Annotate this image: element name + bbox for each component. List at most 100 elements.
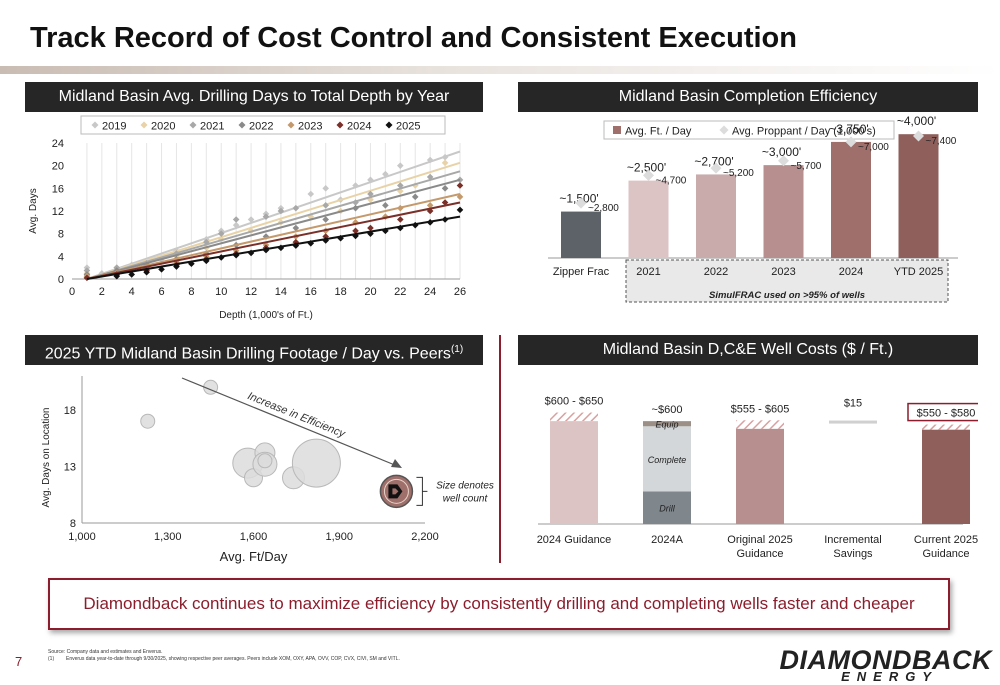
bar-value-label: ~3,750' — [829, 122, 868, 136]
range-hatch — [736, 420, 784, 429]
panel-header-peers-text: 2025 YTD Midland Basin Drilling Footage … — [44, 345, 451, 363]
bar-value-label: $15 — [844, 398, 862, 410]
bar-value-label: $555 - $605 — [731, 403, 790, 415]
data-point — [397, 182, 404, 189]
y-axis-title: Avg. Days — [28, 188, 39, 233]
proppant-marker — [643, 169, 654, 181]
trendline — [86, 178, 461, 280]
bar — [898, 134, 939, 258]
legend-marker — [238, 121, 246, 129]
y-tick-label: 8 — [70, 518, 76, 530]
bar-value-label: ~2,700' — [694, 154, 733, 168]
y-tick-label: 18 — [64, 405, 76, 417]
x-tick-label: 24 — [424, 286, 436, 298]
x-tick-label: 2 — [99, 286, 105, 298]
proppant-label: ~2,800 — [588, 203, 619, 214]
bar-value-label: ~3,000' — [762, 145, 801, 159]
bar — [561, 211, 601, 258]
proppant-marker — [778, 155, 789, 167]
legend-box — [603, 120, 895, 140]
data-point — [113, 272, 121, 280]
range-hatch — [550, 412, 598, 422]
x-tick-label: 6 — [158, 286, 164, 298]
x-tick-label: 1,000 — [68, 531, 96, 543]
category-label: Guidance — [736, 548, 783, 560]
category-label: Incremental — [824, 534, 881, 546]
stack-segment — [643, 426, 691, 492]
panel-header-peers-sup: (1) — [450, 344, 464, 355]
data-point — [352, 204, 359, 212]
trendline — [86, 193, 461, 280]
y-tick-label: 12 — [52, 206, 64, 218]
data-point — [277, 244, 285, 252]
bar — [922, 429, 970, 524]
bar-value-label: ~2,500' — [627, 161, 666, 175]
category-label: Savings — [833, 548, 873, 560]
diamondback-logo-icon — [388, 484, 403, 499]
y-tick-label: 20 — [52, 161, 64, 173]
title-divider — [0, 66, 1000, 74]
trendline — [86, 215, 461, 280]
data-point — [397, 162, 404, 169]
data-point — [367, 190, 374, 198]
x-axis-title: Depth (1,000's of Ft.) — [219, 310, 313, 321]
data-point — [397, 204, 404, 212]
data-point — [173, 263, 180, 270]
x-tick-label: 20 — [364, 286, 376, 298]
data-point — [247, 216, 255, 223]
size-bracket — [416, 476, 428, 506]
data-point — [232, 216, 240, 223]
bar — [696, 174, 736, 258]
data-point — [456, 206, 464, 214]
efficiency-arrowhead — [391, 459, 402, 468]
data-point — [277, 207, 285, 215]
data-point — [397, 216, 404, 223]
diamondback-bubble-ring — [383, 478, 409, 504]
bar-value-label: ~$600 — [652, 404, 683, 416]
legend-entry: Avg. Proppant / Day (1,000's) — [732, 126, 876, 138]
data-point — [441, 159, 449, 167]
category-label: 2023 — [771, 266, 795, 278]
stack-segment — [643, 421, 691, 427]
data-point — [203, 238, 210, 246]
trendline — [86, 170, 461, 280]
bar-value-label: $550 - $580 — [917, 408, 976, 420]
peer-bubble — [257, 453, 273, 469]
legend-marker — [189, 121, 197, 129]
x-tick-label: 16 — [305, 286, 317, 298]
x-tick-label: 1,300 — [154, 531, 182, 543]
legend-entry: 2019 — [102, 121, 126, 133]
y-axis-title: Avg. Days on Location — [41, 408, 52, 508]
legend-marker — [140, 121, 148, 129]
legend-entry: 2023 — [298, 121, 322, 133]
data-point — [143, 268, 150, 276]
category-label: YTD 2025 — [894, 266, 944, 278]
legend-marker — [91, 121, 99, 129]
x-tick-label: 8 — [188, 286, 194, 298]
data-point — [322, 216, 329, 223]
proppant-marker — [575, 197, 587, 209]
proppant-label: ~4,700 — [656, 175, 687, 186]
drilling-days-chart: 0 2 4 6 8 10 12 14 16 18 20 22 24 2604812162024Depth … — [28, 115, 466, 321]
trendline — [86, 201, 461, 280]
stack-segment-label: Equip — [655, 420, 678, 430]
simulfrac-box — [625, 259, 949, 303]
data-point — [83, 274, 91, 282]
x-tick-label: 0 — [69, 286, 75, 298]
x-tick-label: 18 — [334, 286, 346, 298]
bar-value-label: ~1,500' — [559, 192, 598, 206]
data-point — [322, 185, 329, 192]
peers-bubble-chart: 1,000 1,300 1,600 1,900 2,200 8 13 18 Avg. Ft/Da… — [41, 376, 494, 564]
data-point — [352, 199, 359, 206]
category-label: 2024 Guidance — [537, 534, 612, 546]
logo-energy: ENERGY — [841, 669, 938, 684]
panel-header-completion: Midland Basin Completion Efficiency — [518, 82, 978, 112]
proppant-marker — [710, 162, 722, 174]
footnote-source: Source: Company data and estimates and E… — [48, 649, 163, 655]
bar-value-label: ~4,000' — [897, 114, 936, 128]
proppant-label: ~7,400 — [926, 136, 957, 147]
data-point — [441, 199, 449, 206]
x-tick-label: 1,900 — [325, 531, 353, 543]
legend-entry: Avg. Ft. / Day — [625, 126, 692, 138]
peer-bubble — [140, 413, 156, 429]
